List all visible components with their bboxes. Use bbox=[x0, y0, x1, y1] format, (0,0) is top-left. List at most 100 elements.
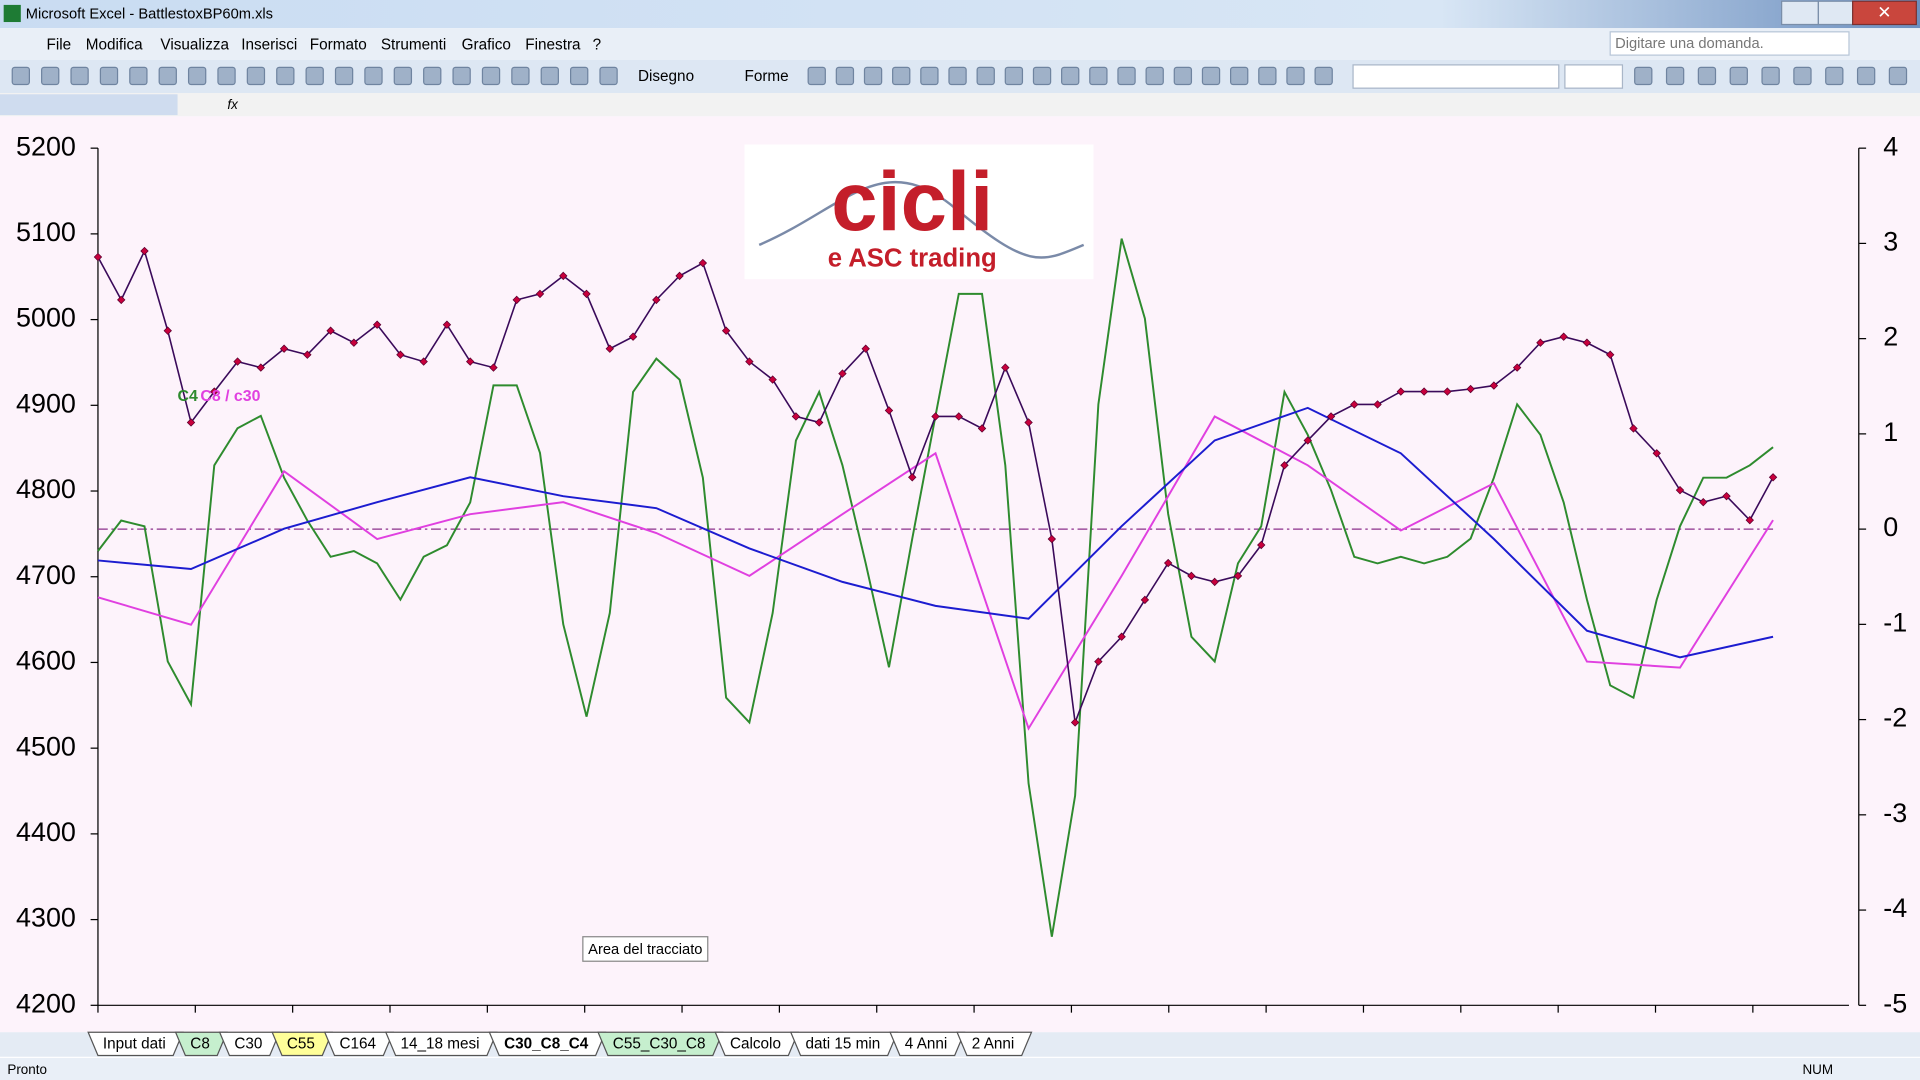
y-tick-label: 5000 bbox=[16, 303, 76, 333]
toolbar-icon[interactable] bbox=[1258, 66, 1277, 86]
menu-item[interactable]: Grafico bbox=[462, 36, 511, 53]
toolbar-icon[interactable] bbox=[99, 66, 119, 86]
toolbar-icon[interactable] bbox=[1089, 66, 1108, 86]
toolbar-icon[interactable] bbox=[1173, 66, 1193, 86]
toolbar-icon[interactable] bbox=[807, 66, 826, 86]
toolbar-icon[interactable] bbox=[305, 66, 324, 86]
toolbar-icon[interactable] bbox=[1314, 66, 1333, 86]
toolbar-icon[interactable] bbox=[11, 66, 30, 86]
sheet-tab[interactable]: Input dati bbox=[87, 1031, 184, 1057]
toolbar-icon[interactable] bbox=[452, 66, 471, 86]
toolbar-icon[interactable] bbox=[158, 66, 177, 86]
menu-item[interactable]: ? bbox=[593, 36, 602, 53]
toolbar-icon[interactable] bbox=[599, 66, 618, 86]
minimize-button[interactable] bbox=[1781, 0, 1819, 26]
toolbar-icon[interactable] bbox=[217, 66, 236, 86]
tab-nav-button[interactable] bbox=[4, 1037, 20, 1052]
toolbar-icon[interactable] bbox=[1032, 66, 1052, 86]
sheet-tab[interactable]: C55 bbox=[271, 1031, 334, 1057]
y2-tick-label: 4 bbox=[1883, 131, 1898, 161]
toolbar-icon[interactable] bbox=[481, 66, 501, 86]
tab-nav-button[interactable] bbox=[44, 1037, 59, 1052]
toolbar-icon[interactable] bbox=[1145, 66, 1164, 86]
toolbar-icon[interactable] bbox=[1793, 66, 1812, 86]
toolbar-icon[interactable] bbox=[863, 66, 883, 86]
toolbar-icon[interactable] bbox=[1729, 66, 1748, 86]
menu-item[interactable]: Inserisci bbox=[241, 36, 297, 53]
tab-nav-button[interactable] bbox=[24, 1037, 40, 1052]
toolbar-icon[interactable] bbox=[70, 66, 89, 86]
menu-item[interactable]: Finestra bbox=[525, 36, 581, 53]
toolbar-icon[interactable] bbox=[276, 66, 295, 86]
toolbar-icon[interactable] bbox=[1665, 66, 1685, 86]
toolbar-icon[interactable] bbox=[920, 66, 939, 86]
formula-bar bbox=[0, 93, 1920, 117]
toolbar-icon[interactable] bbox=[423, 66, 442, 86]
toolbar-icon[interactable] bbox=[1201, 66, 1221, 86]
toolbar-icon[interactable] bbox=[835, 66, 855, 86]
toolbar-icon[interactable] bbox=[892, 66, 911, 86]
sheet-tab[interactable]: C164 bbox=[323, 1031, 395, 1057]
menu-item[interactable]: File bbox=[47, 36, 72, 53]
legend-entry: C4 bbox=[178, 388, 198, 405]
font-box[interactable] bbox=[1352, 64, 1560, 89]
sheet-tab[interactable]: 4 Anni bbox=[889, 1031, 966, 1057]
sheet-tab[interactable]: Calcolo bbox=[714, 1031, 800, 1057]
sheet-tab[interactable]: C55_C30_C8 bbox=[597, 1031, 724, 1057]
toolbar-icon[interactable] bbox=[511, 66, 530, 86]
size-box[interactable] bbox=[1564, 64, 1624, 89]
toolbar-icon[interactable] bbox=[1230, 66, 1249, 86]
name-box[interactable] bbox=[0, 94, 178, 116]
menu-item[interactable]: Formato bbox=[310, 36, 367, 53]
series-marker bbox=[977, 424, 987, 433]
toolbar-icon[interactable] bbox=[246, 66, 266, 86]
close-button[interactable] bbox=[1852, 0, 1917, 26]
toolbar-icon[interactable] bbox=[1697, 66, 1717, 86]
sheet-tab[interactable]: 14_18 mesi bbox=[384, 1031, 498, 1057]
maximize-button[interactable] bbox=[1817, 0, 1854, 26]
toolbar-icon[interactable] bbox=[1061, 66, 1080, 86]
toolbar-icon[interactable] bbox=[1286, 66, 1305, 86]
series-marker bbox=[1303, 436, 1312, 445]
toolbar-icon[interactable] bbox=[393, 66, 413, 86]
series-marker bbox=[1187, 571, 1196, 581]
shapes-menu[interactable]: Forme bbox=[744, 68, 788, 85]
toolbar-icon[interactable] bbox=[1825, 66, 1844, 86]
sheet-tab[interactable]: 2 Anni bbox=[956, 1031, 1033, 1057]
help-box[interactable] bbox=[1609, 31, 1850, 56]
toolbar-icon[interactable] bbox=[1117, 66, 1136, 86]
toolbar-icon[interactable] bbox=[1856, 66, 1876, 86]
toolbar-icon[interactable] bbox=[948, 66, 967, 86]
tooltip bbox=[582, 936, 709, 962]
toolbar-icon[interactable] bbox=[334, 66, 354, 86]
y-tick-label: 4500 bbox=[16, 731, 76, 761]
toolbar-icon[interactable] bbox=[1634, 66, 1653, 86]
toolbar-icon[interactable] bbox=[364, 66, 383, 86]
sheet-tab[interactable]: C30_C8_C4 bbox=[488, 1031, 607, 1057]
menu-bar bbox=[0, 28, 1920, 60]
toolbar-icon[interactable] bbox=[976, 66, 995, 86]
series-marker bbox=[1768, 473, 1778, 482]
sheet-tab[interactable]: C30 bbox=[218, 1031, 281, 1057]
series-marker bbox=[1350, 400, 1359, 409]
toolbar-icon[interactable] bbox=[1004, 66, 1024, 86]
toolbar-icon[interactable] bbox=[540, 66, 559, 86]
toolbar-icon[interactable] bbox=[1761, 66, 1780, 86]
drawing-menu[interactable]: Disegno bbox=[638, 68, 694, 85]
fx-icon[interactable]: fx bbox=[227, 97, 239, 112]
sheet-tab[interactable]: C8 bbox=[174, 1031, 228, 1057]
sheet-tab-label: Input dati bbox=[103, 1036, 166, 1053]
toolbar-icon[interactable] bbox=[1888, 66, 1908, 86]
menu-item[interactable]: Visualizza bbox=[160, 36, 229, 53]
toolbar-icon[interactable] bbox=[129, 66, 148, 86]
toolbar-icon[interactable] bbox=[187, 66, 207, 86]
menu-item[interactable]: Modifica bbox=[86, 36, 143, 53]
toolbar-icon[interactable] bbox=[570, 66, 589, 86]
series-marker bbox=[1629, 424, 1638, 433]
series-marker bbox=[419, 357, 428, 366]
status-right: NUM bbox=[1802, 1062, 1833, 1077]
tab-nav-button[interactable] bbox=[63, 1037, 79, 1052]
menu-item[interactable]: Strumenti bbox=[381, 36, 446, 53]
sheet-tab[interactable]: dati 15 min bbox=[789, 1031, 899, 1057]
toolbar-icon[interactable] bbox=[41, 66, 60, 86]
